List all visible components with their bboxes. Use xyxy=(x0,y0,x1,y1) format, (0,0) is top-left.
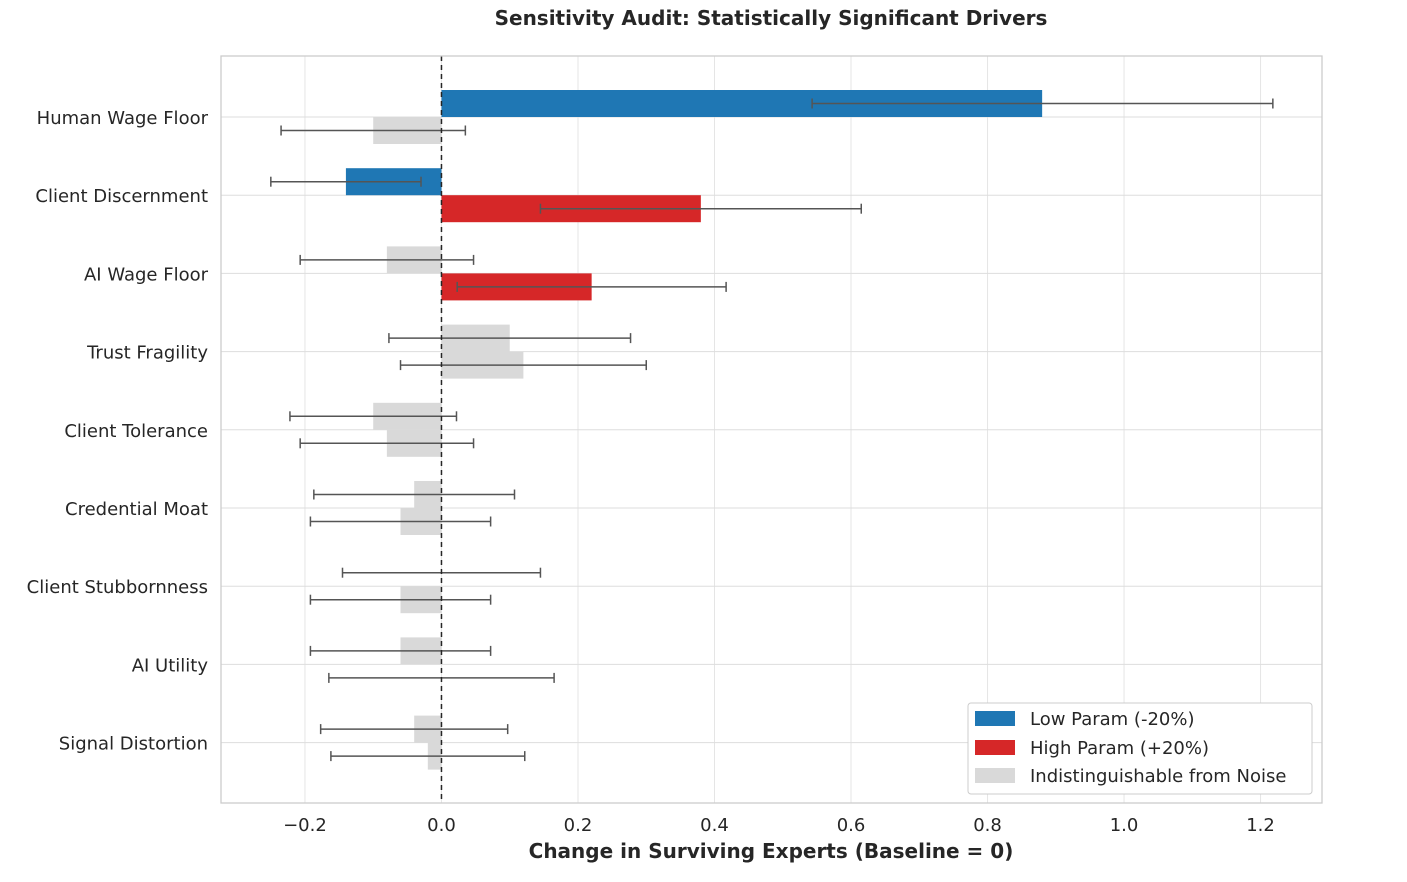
y-tick-label: Credential Moat xyxy=(65,499,208,520)
x-tick-label: 1.2 xyxy=(1246,815,1275,836)
x-axis-label: Change in Surviving Experts (Baseline = … xyxy=(529,839,1014,863)
legend-swatch-noise xyxy=(975,768,1015,783)
x-tick-label: 0.6 xyxy=(837,815,866,836)
x-tick-label: −0.2 xyxy=(283,815,327,836)
error-bars-layer xyxy=(270,98,1274,762)
y-tick-label: Client Tolerance xyxy=(64,421,208,442)
x-tick-label: 0.0 xyxy=(427,815,456,836)
y-tick-label: Client Discernment xyxy=(35,186,208,207)
x-tick-label: 0.4 xyxy=(700,815,729,836)
plot-frame xyxy=(220,55,1323,804)
chart-title: Sensitivity Audit: Statistically Signifi… xyxy=(495,6,1048,30)
y-tick-labels: Human Wage Floor Client Discernment AI Wag… xyxy=(27,108,209,755)
legend-label-noise: Indistinguishable from Noise xyxy=(1030,766,1286,787)
y-tick-label: Client Stubbornness xyxy=(27,577,208,598)
legend-label-low: Low Param (-20%) xyxy=(1030,709,1194,730)
legend-swatch-low xyxy=(975,711,1015,726)
y-tick-label: Signal Distortion xyxy=(59,734,208,755)
y-tick-label: Trust Fragility xyxy=(86,343,208,364)
legend-box xyxy=(967,702,1313,795)
x-tick-labels: −0.2 0.0 0.2 0.4 0.6 0.8 1.0 1.2 xyxy=(283,815,1275,836)
y-tick-label: Human Wage Floor xyxy=(37,108,209,129)
x-tick-label: 0.2 xyxy=(564,815,593,836)
legend-label-high: High Param (+20%) xyxy=(1030,738,1209,759)
y-tick-label: AI Utility xyxy=(132,655,209,676)
legend-swatch-high xyxy=(975,740,1015,755)
y-tick-label: AI Wage Floor xyxy=(84,264,209,285)
x-tick-label: 1.0 xyxy=(1110,815,1139,836)
x-tick-label: 0.8 xyxy=(973,815,1002,836)
legend: Low Param (-20%) High Param (+20%) Indis… xyxy=(967,702,1313,795)
